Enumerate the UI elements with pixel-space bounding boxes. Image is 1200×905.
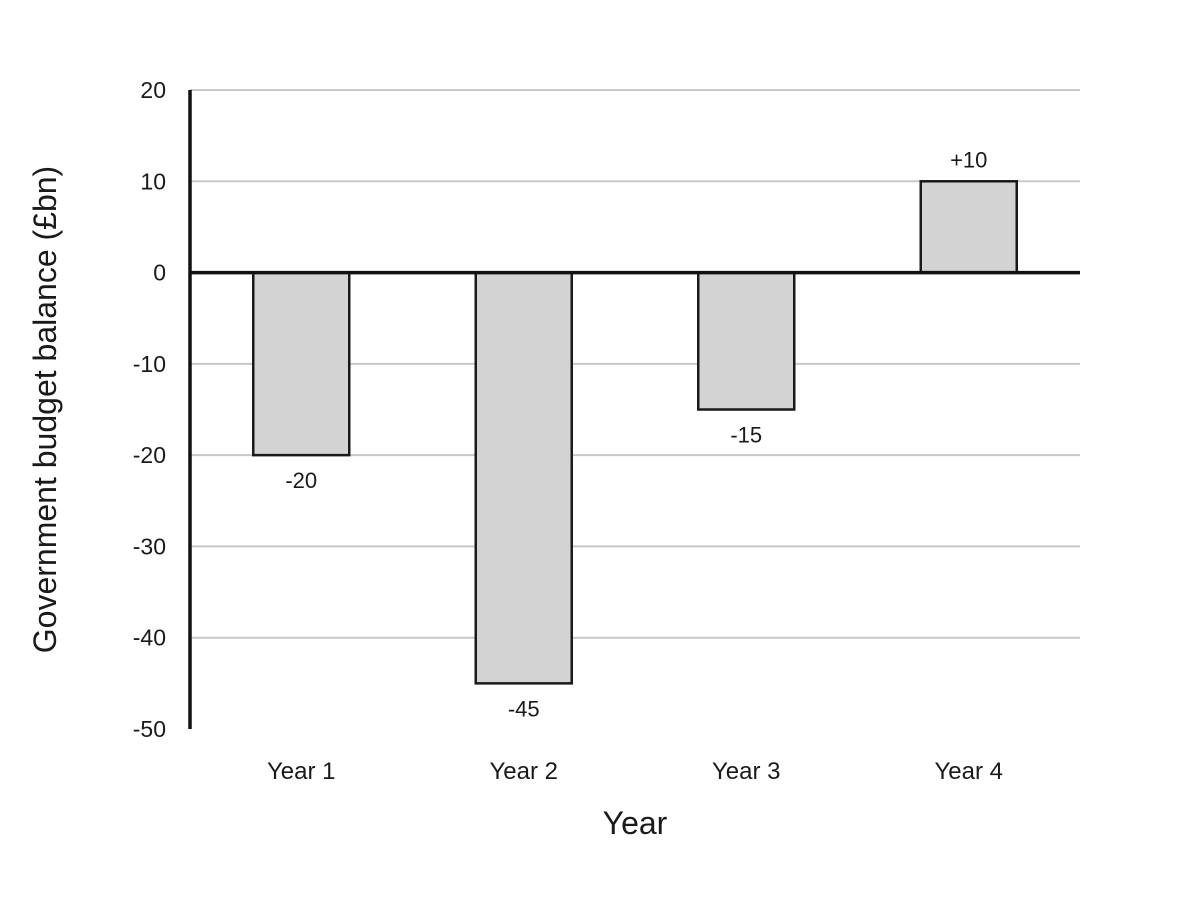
y-tick-label: 10: [140, 168, 166, 194]
labels: 20 10 0 -10 -20 -30 -40 -50 -20 Year 1 -45 Year 2 -1…: [133, 77, 1003, 785]
y-tick-label: -20: [133, 442, 166, 468]
y-tick-label: -40: [133, 625, 166, 651]
data-label: -20: [285, 468, 317, 493]
bars: [252, 180, 1018, 685]
data-label: -15: [730, 423, 762, 448]
y-axis-title: Government budget balance (£bn): [27, 166, 63, 653]
bar-year-2: [474, 271, 573, 685]
x-tick-label: Year 2: [489, 758, 558, 785]
axes: [188, 90, 1080, 729]
y-tick-label: -30: [133, 533, 166, 559]
y-tick-label: 0: [153, 260, 166, 286]
x-axis-title: Year: [603, 805, 668, 841]
x-tick-label: Year 3: [712, 758, 781, 785]
bar-year-4: [919, 180, 1018, 274]
data-label: +10: [950, 147, 987, 172]
y-tick-label: -10: [133, 351, 166, 377]
y-tick-label: 20: [140, 77, 166, 103]
bar-year-3: [697, 271, 796, 411]
y-tick-label: -50: [133, 716, 166, 742]
data-label: -45: [508, 696, 540, 721]
x-tick-label: Year 4: [934, 758, 1003, 785]
x-tick-label: Year 1: [267, 758, 336, 785]
bar-year-1: [252, 271, 351, 457]
